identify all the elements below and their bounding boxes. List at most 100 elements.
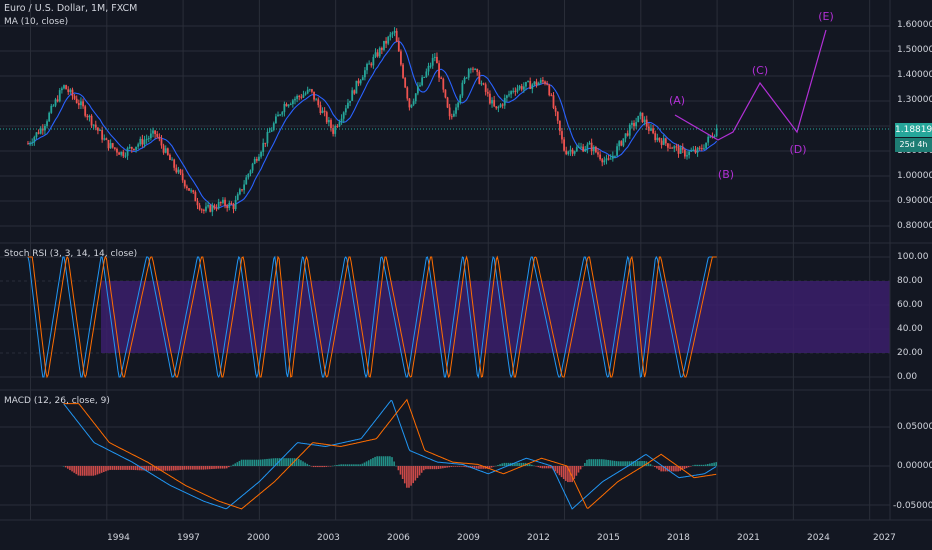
macd-histogram-bar [647, 462, 650, 466]
candle-body [669, 147, 671, 149]
macd-histogram-bar [475, 466, 478, 469]
candle-body [107, 139, 110, 149]
candle-body [122, 151, 125, 157]
macd-histogram-bar [681, 466, 684, 470]
macd-histogram-bar [164, 466, 167, 471]
candle-body [90, 115, 93, 126]
candle-body [469, 68, 472, 70]
candle-body [236, 194, 239, 200]
stoch-rsi-legend[interactable]: Stoch RSI (3, 3, 14, 14, close) [4, 249, 138, 259]
price-tick: 1.30000 [897, 95, 932, 105]
macd-histogram-bar [272, 458, 275, 466]
candle-body [438, 63, 440, 78]
candle-body [707, 136, 710, 143]
candle-body [327, 120, 330, 123]
candle-body [614, 155, 616, 157]
price-tick: 1.00000 [897, 171, 932, 181]
candle-body [660, 140, 663, 145]
candle-body [111, 143, 114, 148]
macd-histogram-bar [259, 459, 262, 466]
candle-body [86, 115, 89, 118]
year-tick: 2003 [317, 533, 340, 543]
candle-body [120, 151, 123, 155]
macd-histogram-bar [471, 466, 474, 469]
macd-histogram-bar [609, 460, 612, 466]
candle-body [374, 52, 377, 58]
macd-histogram-bar [569, 466, 571, 483]
chart-title[interactable]: Euro / U.S. Dollar, 1M, FXCM [4, 3, 138, 14]
candle-body [497, 107, 500, 109]
candle-body [692, 149, 695, 151]
macd-histogram-bar [323, 466, 326, 468]
price-tick: 0.80000 [897, 221, 932, 231]
candle-body [31, 142, 34, 144]
wave-label-b: (B) [718, 168, 734, 181]
macd-histogram-bar [143, 466, 145, 471]
candle-body [491, 100, 493, 104]
candle-body [501, 104, 504, 106]
macd-histogram-bar [473, 466, 476, 469]
candle-body [675, 146, 678, 148]
candle-body [516, 88, 519, 92]
macd-histogram-bar [518, 462, 520, 466]
macd-histogram-bar [217, 466, 220, 469]
ma-legend[interactable]: MA (10, close) [4, 17, 69, 27]
candle-body [656, 137, 659, 141]
macd-legend[interactable]: MACD (12, 26, close, 9) [4, 396, 110, 406]
macd-histogram-bar [488, 466, 491, 469]
macd-tick: -0.05000 [893, 501, 932, 511]
candle-body [542, 80, 544, 82]
candle-body [412, 101, 415, 105]
candle-body [99, 130, 101, 132]
macd-histogram-bar [653, 466, 656, 468]
macd-histogram-bar [706, 464, 709, 466]
macd-histogram-bar [126, 466, 128, 470]
candle-body [575, 147, 578, 152]
candle-body [436, 56, 438, 64]
macd-histogram-bar [308, 465, 311, 466]
candle-body [633, 122, 635, 127]
macd-histogram-bar [603, 459, 605, 466]
macd-histogram-bar [338, 464, 340, 466]
wave-projection-line [674, 29, 827, 141]
macd-histogram-bar [132, 466, 135, 470]
candle-body [368, 63, 371, 65]
candle-body [251, 163, 254, 171]
macd-histogram-bar [480, 466, 482, 469]
candle-body [156, 134, 159, 137]
candle-body [294, 98, 296, 101]
macd-histogram-bar [503, 462, 506, 466]
candle-body [546, 83, 549, 85]
macd-histogram-bar [624, 461, 626, 466]
candle-body [194, 192, 197, 202]
macd-histogram-bar [355, 464, 357, 466]
macd-histogram-bar [219, 466, 222, 469]
macd-histogram-bar [698, 464, 701, 466]
candle-body [667, 143, 669, 148]
macd-histogram-bar [628, 461, 631, 466]
macd-histogram-bar [98, 466, 101, 474]
candle-body [135, 146, 137, 150]
macd-histogram-bar [425, 466, 427, 470]
macd-histogram-bar [312, 466, 315, 468]
candle-body [429, 65, 432, 67]
macd-histogram-bar [230, 465, 232, 467]
macd-histogram-bar [620, 461, 622, 466]
macd-histogram-bar [202, 466, 205, 470]
macd-histogram-bar [162, 466, 164, 471]
macd-histogram-bar [393, 461, 395, 466]
macd-histogram-bar [554, 466, 556, 472]
candle-body [219, 202, 222, 204]
candle-body [213, 205, 216, 209]
candle-body [366, 63, 368, 71]
macd-histogram-bar [221, 466, 224, 469]
candle-body [315, 99, 318, 101]
elliott-wave-drawing[interactable] [674, 29, 827, 141]
macd-histogram-bar [247, 459, 249, 466]
macd-histogram-bar [439, 466, 442, 469]
stoch-overbought-oversold-band [101, 281, 890, 353]
candlestick-series[interactable] [27, 27, 718, 217]
macd-histogram-bar [124, 466, 126, 470]
year-tick: 2027 [873, 533, 896, 543]
